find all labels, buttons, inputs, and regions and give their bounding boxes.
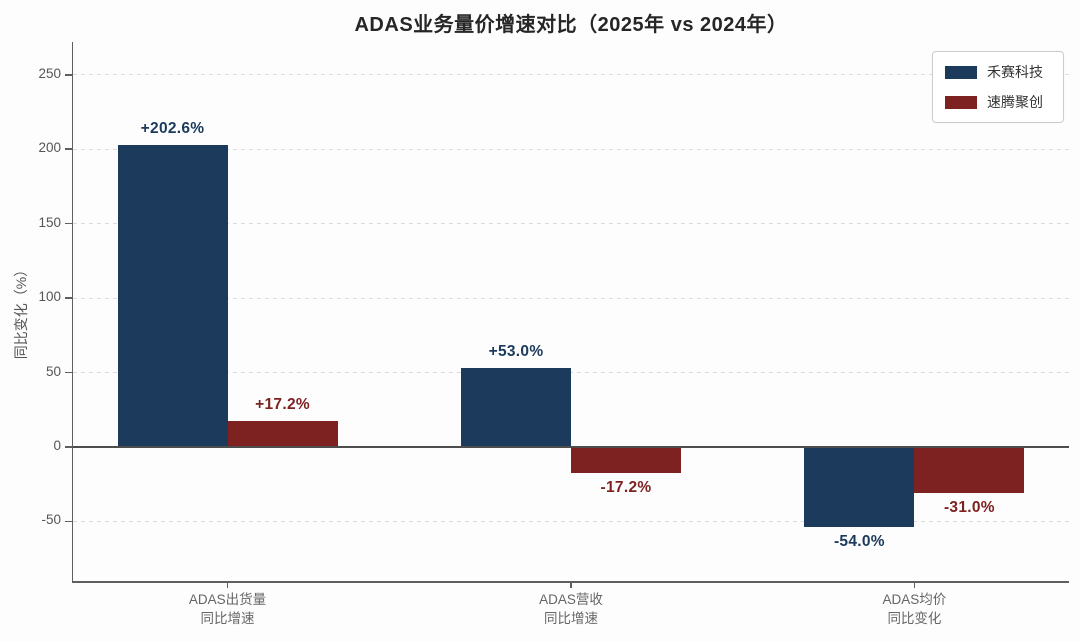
category-label-line: 同比变化 bbox=[887, 611, 942, 626]
bar-series2-cat3 bbox=[914, 446, 1025, 494]
bar-series1-cat3 bbox=[804, 446, 915, 528]
bar-series1-cat1 bbox=[117, 145, 228, 447]
y-axis-tick bbox=[65, 520, 72, 523]
y-axis-tick bbox=[65, 297, 72, 299]
y-axis-tick bbox=[65, 371, 72, 374]
x-axis-tick bbox=[226, 582, 229, 588]
value-label: +53.0% bbox=[488, 343, 544, 361]
gridline-200 bbox=[73, 148, 1069, 150]
legend-label-hesai: 禾赛科技 bbox=[987, 64, 1043, 80]
value-label: -54.0% bbox=[833, 533, 885, 551]
y-tick-label: 250 bbox=[38, 65, 61, 81]
y-axis-tick bbox=[65, 74, 72, 76]
y-tick-label: 100 bbox=[38, 289, 61, 305]
value-label: +202.6% bbox=[140, 120, 205, 138]
category-label-line: 同比增速 bbox=[200, 611, 255, 626]
y-tick-label: 200 bbox=[38, 140, 61, 156]
category-label: ADAS出货量 同比增速 bbox=[118, 590, 338, 628]
bar-series1-cat2 bbox=[461, 368, 571, 447]
x-axis-spine bbox=[71, 581, 1069, 583]
y-axis-tick bbox=[65, 222, 72, 225]
gridline-150 bbox=[73, 223, 1069, 225]
category-label-line: ADAS均价 bbox=[882, 592, 947, 607]
gridline-50 bbox=[73, 372, 1069, 374]
gridline-250 bbox=[73, 74, 1069, 76]
x-axis-tick bbox=[913, 582, 916, 588]
y-axis-tick bbox=[65, 446, 72, 448]
legend-item-robosense: 速腾聚创 bbox=[945, 92, 1051, 112]
y-tick-label: 0 bbox=[53, 437, 61, 453]
y-tick-label: 50 bbox=[45, 363, 61, 379]
value-label: -31.0% bbox=[943, 499, 995, 517]
y-axis-tick bbox=[65, 148, 72, 150]
gridline--50 bbox=[73, 520, 1069, 522]
y-axis-label: 同比变化（%） bbox=[13, 262, 29, 360]
legend-swatch-hesai-icon bbox=[945, 65, 977, 79]
y-tick-label: -50 bbox=[41, 512, 61, 528]
bar-series2-cat1 bbox=[227, 421, 338, 447]
bar-series2-cat2 bbox=[571, 446, 681, 473]
category-label: ADAS均价 同比变化 bbox=[804, 590, 1024, 628]
legend: 禾赛科技 速腾聚创 bbox=[932, 51, 1064, 123]
legend-label-robosense: 速腾聚创 bbox=[987, 94, 1043, 110]
plot-area: 250 200 150 100 50 0 -50 +202.6% +53.0% -54.0% +17… bbox=[38, 42, 1069, 626]
category-label-line: 同比增速 bbox=[544, 611, 598, 626]
category-label-line: ADAS出货量 bbox=[188, 592, 267, 607]
legend-swatch-robosense-icon bbox=[945, 95, 977, 109]
category-label-line: ADAS营收 bbox=[539, 592, 603, 607]
value-label: -17.2% bbox=[600, 478, 652, 496]
gridline-100 bbox=[73, 297, 1069, 299]
chart-title: ADAS业务量价增速对比（2025年 vs 2024年） bbox=[354, 14, 788, 36]
category-label: ADAS营收 同比增速 bbox=[461, 590, 681, 628]
y-axis-spine bbox=[71, 42, 73, 583]
value-label: +17.2% bbox=[255, 396, 310, 414]
zero-line bbox=[73, 446, 1069, 448]
x-axis-tick bbox=[570, 582, 572, 588]
y-tick-label: 150 bbox=[38, 214, 61, 230]
legend-item-hesai: 禾赛科技 bbox=[945, 62, 1051, 82]
